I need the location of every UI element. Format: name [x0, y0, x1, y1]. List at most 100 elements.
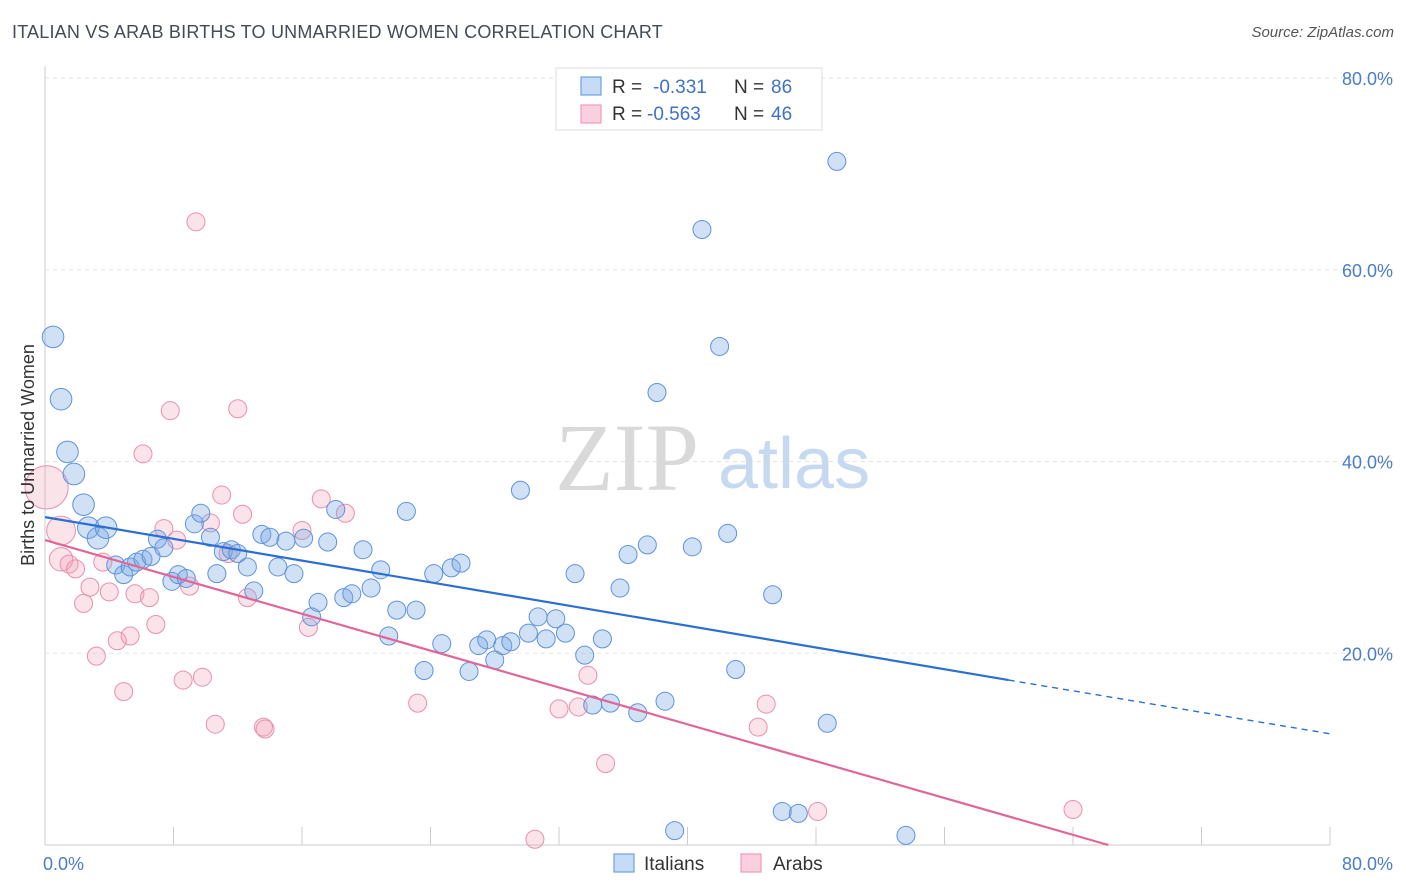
italians-point — [326, 499, 346, 519]
italians-point — [575, 645, 595, 665]
italians-point — [555, 623, 575, 643]
arabs-point — [200, 513, 220, 533]
arabs-point — [298, 617, 318, 637]
italians-trendline-extension — [1008, 679, 1331, 735]
italians-point — [361, 578, 381, 598]
arabs-point — [756, 694, 776, 714]
legend-swatch-italians — [580, 76, 602, 96]
arabs-point — [233, 504, 253, 524]
italians-point — [451, 553, 471, 573]
x-tick-label-max: 80.0% — [1342, 854, 1393, 874]
arabs-point — [808, 801, 828, 821]
legend-bottom-italians: Italians — [644, 854, 704, 875]
italians-point — [49, 387, 73, 411]
arabs-point — [311, 489, 331, 509]
italians-point — [827, 151, 847, 171]
italians-point — [763, 585, 783, 605]
y-tick-label: 40.0% — [1342, 453, 1393, 473]
italians-point — [718, 523, 738, 543]
italians-point — [62, 462, 86, 486]
arabs-point — [133, 444, 153, 464]
italians-point — [896, 825, 916, 845]
italians-point — [406, 600, 426, 620]
arabs-point — [525, 829, 545, 849]
italians-series — [41, 151, 916, 845]
arabs-point — [125, 584, 145, 604]
italians-point — [237, 557, 257, 577]
arabs-point — [578, 665, 598, 685]
italians-point — [518, 623, 538, 643]
legend-bottom-swatch-arabs — [740, 853, 762, 873]
arabs-point — [748, 717, 768, 737]
arabs-point — [107, 631, 127, 651]
italians-point — [565, 564, 585, 584]
arabs-point — [99, 582, 119, 602]
arabs-point — [146, 614, 166, 634]
italians-point — [114, 565, 134, 585]
tick-labels: 20.0% 40.0% 60.0% 80.0% 0.0% 80.0% — [43, 69, 1393, 874]
arabs-point — [192, 667, 212, 687]
italians-trendline — [44, 516, 1009, 682]
italians-point — [510, 480, 530, 500]
legend-r-label-arabs: R = — [612, 104, 642, 125]
italians-point — [788, 803, 808, 823]
arabs-point — [173, 670, 193, 690]
y-tick-label: 60.0% — [1342, 261, 1393, 281]
watermark-atlas: atlas — [718, 424, 870, 504]
italians-point — [432, 634, 452, 654]
arabs-point — [139, 588, 159, 608]
legend-n-label-italians: N = — [734, 77, 764, 98]
italians-point — [387, 600, 407, 620]
arabs-series — [24, 212, 1083, 849]
italians-point — [682, 537, 702, 557]
italians-point — [546, 609, 566, 629]
y-tick-label: 20.0% — [1342, 644, 1393, 664]
italians-point — [459, 661, 479, 681]
italians-point — [414, 661, 434, 681]
arabs-point — [74, 593, 94, 613]
italians-point — [191, 503, 211, 523]
legend-r-value-italians: -0.331 — [653, 77, 707, 98]
arabs-point — [120, 626, 140, 646]
italians-point — [72, 493, 95, 516]
x-tick-label-min: 0.0% — [43, 854, 84, 874]
italians-point — [424, 564, 444, 584]
axes — [44, 66, 1331, 846]
legend-n-value-italians: 86 — [771, 77, 792, 98]
legend-swatch-arabs — [580, 104, 602, 124]
arabs-point — [186, 212, 206, 232]
italians-point — [528, 607, 548, 627]
italians-point — [655, 691, 675, 711]
italians-point — [260, 527, 280, 547]
arabs-point — [228, 399, 248, 419]
italians-point — [726, 660, 746, 680]
italians-point — [200, 527, 220, 547]
italians-point — [477, 630, 497, 650]
arabs-trendline — [44, 539, 1109, 847]
arabs-point — [568, 697, 588, 717]
italians-point — [276, 531, 296, 551]
italians-point — [284, 564, 304, 584]
legend-bottom-arabs: Arabs — [773, 854, 823, 875]
italians-point — [342, 584, 362, 604]
italians-point — [501, 632, 521, 652]
watermark: ZIP atlas — [555, 404, 870, 511]
legend-r-value-arabs: -0.563 — [647, 104, 701, 125]
italians-point — [637, 535, 657, 555]
arabs-point — [596, 754, 616, 774]
arabs-point — [160, 401, 180, 421]
italians-point — [772, 801, 792, 821]
regression-lines — [44, 516, 1331, 847]
arabs-point — [292, 521, 312, 541]
y-axis-label: Births to Unmarried Women — [18, 344, 38, 566]
arabs-point — [549, 699, 569, 719]
arabs-point — [205, 714, 225, 734]
italians-point — [308, 592, 328, 612]
italians-point — [610, 578, 630, 598]
italians-point — [592, 629, 612, 649]
source-label: Source: ZipAtlas.com — [1251, 24, 1394, 41]
arabs-point — [114, 682, 134, 702]
watermark-zip: ZIP — [555, 404, 699, 511]
italians-point — [56, 440, 79, 464]
arabs-point — [86, 646, 106, 666]
